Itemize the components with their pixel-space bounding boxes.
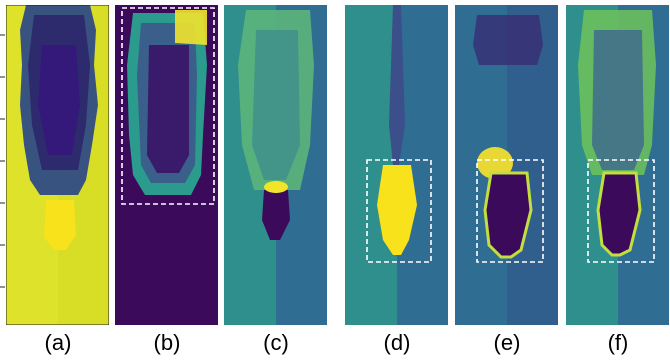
panel-f — [566, 5, 669, 325]
caption-f: (f) — [607, 330, 629, 355]
panel-d — [345, 5, 448, 325]
caption-e: (e) — [493, 330, 521, 355]
panel-e — [455, 5, 558, 325]
highlight-box-f — [587, 159, 655, 263]
panel-c — [224, 5, 327, 325]
caption-b: (b) — [153, 330, 181, 355]
highlight-box-d — [366, 159, 432, 263]
highlight-box-e — [476, 159, 544, 263]
axis-ticks — [0, 34, 5, 288]
panel-a — [6, 5, 109, 325]
caption-a: (a) — [44, 330, 72, 355]
caption-d: (d) — [383, 330, 411, 355]
caption-c: (c) — [263, 330, 289, 355]
panel-b — [115, 5, 218, 325]
